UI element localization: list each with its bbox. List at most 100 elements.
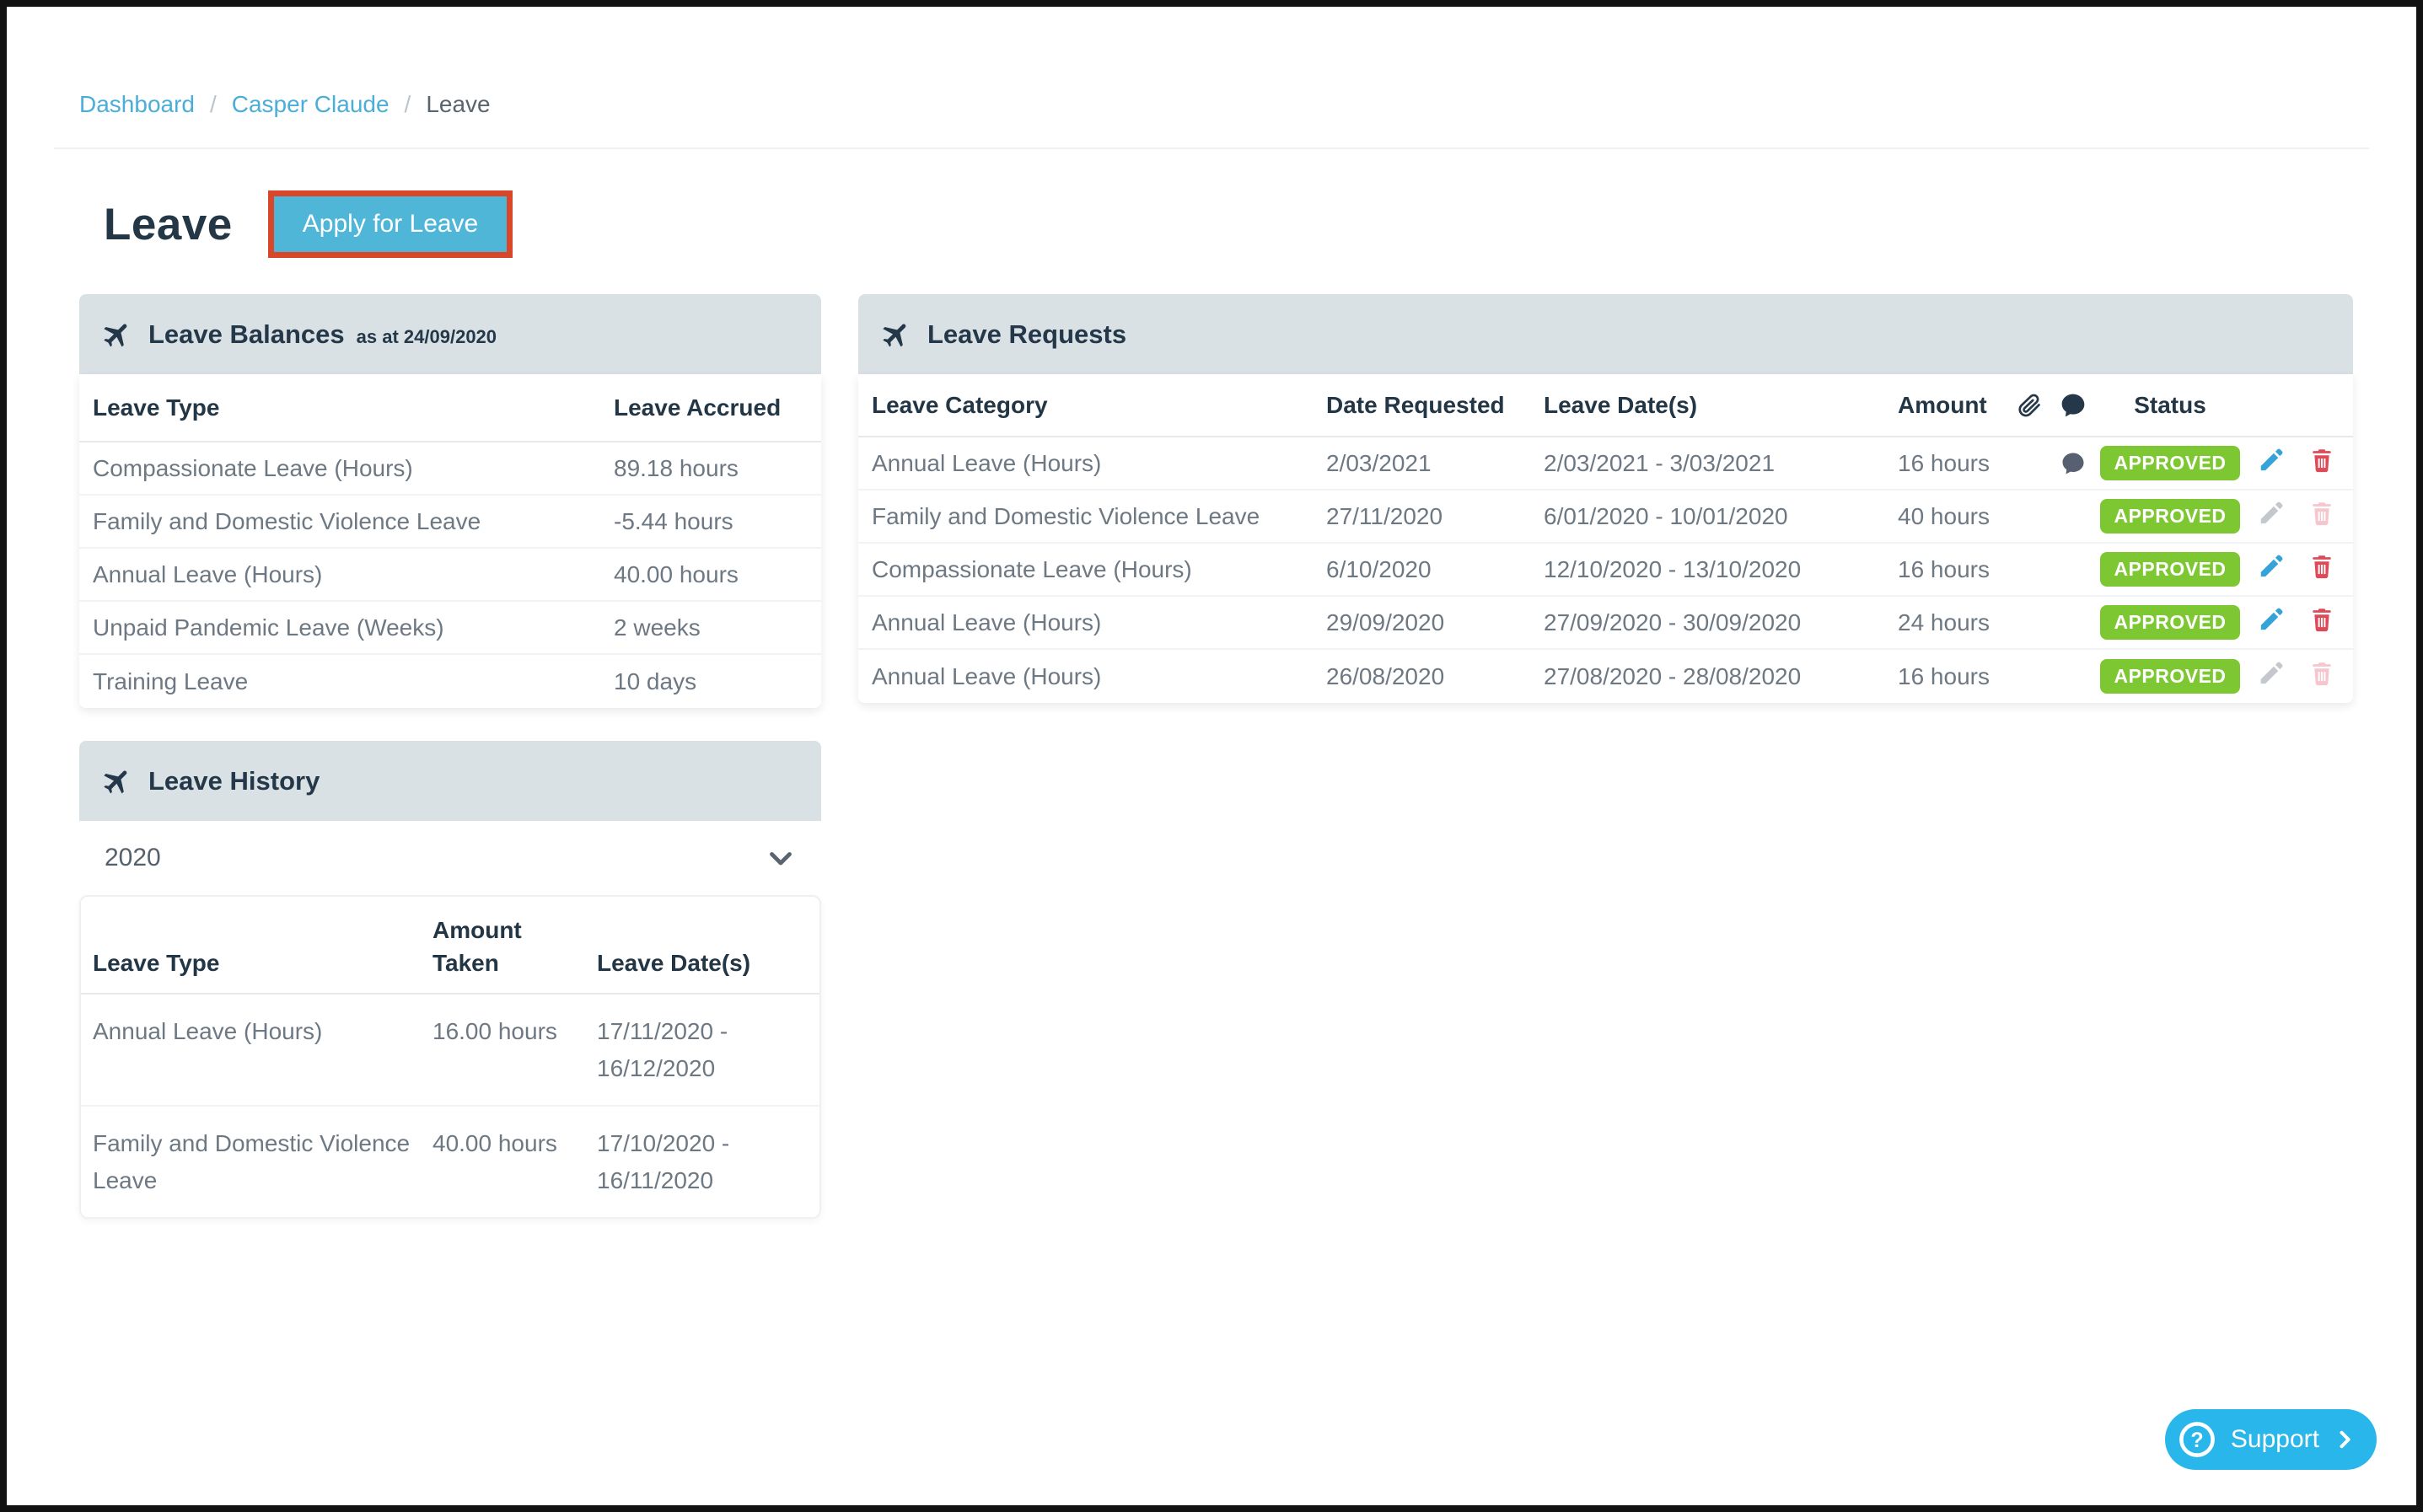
leave-dates-cell: 6/01/2020 - 10/01/2020 (1544, 502, 1788, 529)
breadcrumb: Dashboard / Casper Claude / Leave (79, 91, 491, 118)
edit-icon[interactable] (2257, 605, 2286, 640)
leave-type-cell: Training Leave (93, 668, 249, 694)
column-header-amount-taken: Amount Taken (432, 917, 522, 977)
table-row: Unpaid Pandemic Leave (Weeks) 2 weeks (79, 602, 821, 655)
svg-text:?: ? (2190, 1429, 2203, 1452)
delete-icon (2307, 659, 2336, 694)
row-actions (2245, 446, 2340, 480)
question-circle-icon: ? (2179, 1422, 2215, 1457)
leave-type-cell: Family and Domestic Violence Leave (93, 507, 481, 534)
leave-balances-header: Leave Balances as at 24/09/2020 (79, 294, 821, 374)
delete-icon[interactable] (2307, 605, 2336, 640)
leave-type-cell: Annual Leave (Hours) (93, 560, 323, 587)
table-row: Annual Leave (Hours) 2/03/2021 2/03/2021 -… (858, 437, 2353, 491)
panel-title: Leave Requests (927, 319, 1127, 349)
leave-category-cell: Family and Domestic Violence Leave (872, 502, 1260, 529)
breadcrumb-separator: / (209, 90, 217, 117)
leave-balances-table: Leave Type Leave Accrued Compassionate L… (79, 374, 821, 708)
column-header-leave-category: Leave Category (872, 391, 1048, 418)
leave-requests-header: Leave Requests (858, 294, 2353, 374)
leave-dates-cell: 12/10/2020 - 13/10/2020 (1544, 555, 1802, 582)
status-cell: APPROVED (2095, 446, 2245, 480)
chevron-down-icon[interactable] (766, 843, 796, 873)
table-header-row: Leave Type Leave Accrued (79, 374, 821, 442)
edit-icon (2257, 499, 2286, 533)
column-header-date-requested: Date Requested (1326, 391, 1505, 418)
status-cell: APPROVED (2095, 552, 2245, 587)
column-header-leave-type: Leave Type (93, 394, 220, 421)
table-row: Compassionate Leave (Hours) 6/10/2020 12/1… (858, 544, 2353, 597)
column-header-leave-dates: Leave Date(s) (1544, 391, 1698, 418)
leave-type-cell: Compassionate Leave (Hours) (93, 454, 413, 481)
row-actions (2245, 659, 2340, 694)
support-button[interactable]: ? Support (2164, 1409, 2377, 1470)
delete-icon (2307, 499, 2336, 533)
status-cell: APPROVED (2095, 659, 2245, 694)
leave-dates-cell: 17/11/2020 - 16/12/2020 (597, 1018, 728, 1081)
breadcrumb-separator: / (404, 90, 411, 117)
leave-requests-panel: Leave Requests Leave Category Date Reque… (858, 294, 2353, 703)
leave-category-cell: Annual Leave (Hours) (872, 449, 1102, 476)
panel-title: Leave Balances (148, 319, 345, 349)
panel-title: Leave History (148, 765, 320, 796)
table-row: Family and Domestic Violence Leave 40.00 … (81, 1107, 819, 1217)
delete-icon[interactable] (2307, 446, 2336, 480)
amount-taken-cell: 40.00 hours (432, 1130, 557, 1157)
edit-icon[interactable] (2257, 446, 2286, 480)
table-row: Compassionate Leave (Hours) 89.18 hours (79, 442, 821, 496)
page-title: Leave (104, 199, 233, 249)
breadcrumb-employee[interactable]: Casper Claude (231, 90, 390, 117)
leave-requests-table: Leave Category Date Requested Leave Date… (858, 374, 2353, 703)
table-row: Annual Leave (Hours) 26/08/2020 27/08/2020… (858, 650, 2353, 703)
leave-accrued-cell: 10 days (614, 668, 697, 694)
amount-cell: 16 hours (1898, 555, 1990, 582)
attachment-icon (2007, 392, 2051, 419)
amount-taken-cell: 16.00 hours (432, 1018, 557, 1045)
table-header-row: Leave Category Date Requested Leave Date… (858, 374, 2353, 437)
plane-icon (104, 324, 127, 347)
plane-icon (104, 770, 127, 794)
history-year-accordion[interactable]: 2020 (79, 821, 821, 895)
breadcrumb-dashboard[interactable]: Dashboard (79, 90, 195, 117)
chevron-right-icon (2340, 1430, 2350, 1449)
title-row: Leave Apply for Leave (104, 190, 513, 258)
table-row: Family and Domestic Violence Leave 27/11/… (858, 491, 2353, 544)
date-requested-cell: 26/08/2020 (1326, 662, 1445, 689)
history-year-label: 2020 (105, 844, 161, 871)
comment-icon (2051, 392, 2095, 419)
leave-accrued-cell: -5.44 hours (614, 507, 733, 534)
leave-history-header: Leave History (79, 741, 821, 821)
leave-category-cell: Compassionate Leave (Hours) (872, 555, 1192, 582)
row-actions (2245, 605, 2340, 640)
leave-accrued-cell: 40.00 hours (614, 560, 739, 587)
plane-icon (883, 324, 906, 347)
annotation-highlight-box: Apply for Leave (267, 190, 513, 258)
leave-dates-cell: 27/08/2020 - 28/08/2020 (1544, 662, 1802, 689)
column-header-leave-type: Leave Type (93, 950, 220, 977)
status-badge: APPROVED (2100, 499, 2240, 533)
leave-history-panel: Leave History 2020 Leave Type Amount Tak… (79, 741, 821, 1219)
column-header-amount: Amount (1898, 391, 1987, 418)
row-actions (2245, 552, 2340, 587)
delete-icon[interactable] (2307, 552, 2336, 587)
table-row: Annual Leave (Hours) 29/09/2020 27/09/2020… (858, 597, 2353, 650)
leave-dates-cell: 2/03/2021 - 3/03/2021 (1544, 449, 1776, 476)
status-badge: APPROVED (2100, 605, 2240, 640)
status-cell: APPROVED (2095, 499, 2245, 533)
date-requested-cell: 27/11/2020 (1326, 502, 1443, 529)
edit-icon (2257, 659, 2286, 694)
leave-balances-panel: Leave Balances as at 24/09/2020 Leave Ty… (79, 294, 821, 708)
column-header-leave-accrued: Leave Accrued (614, 394, 782, 421)
edit-icon[interactable] (2257, 552, 2286, 587)
amount-cell: 24 hours (1898, 609, 1990, 635)
table-row: Training Leave 10 days (79, 655, 821, 708)
date-requested-cell: 2/03/2021 (1326, 449, 1432, 476)
comment-icon[interactable] (2051, 451, 2095, 476)
table-row: Family and Domestic Violence Leave -5.44 … (79, 496, 821, 549)
top-bar: Dashboard / Casper Claude / Leave (54, 7, 2369, 149)
amount-cell: 16 hours (1898, 449, 1990, 476)
status-badge: APPROVED (2100, 446, 2240, 480)
apply-for-leave-button[interactable]: Apply for Leave (273, 196, 508, 252)
amount-cell: 40 hours (1898, 502, 1990, 529)
leave-type-cell: Annual Leave (Hours) (93, 1018, 323, 1045)
